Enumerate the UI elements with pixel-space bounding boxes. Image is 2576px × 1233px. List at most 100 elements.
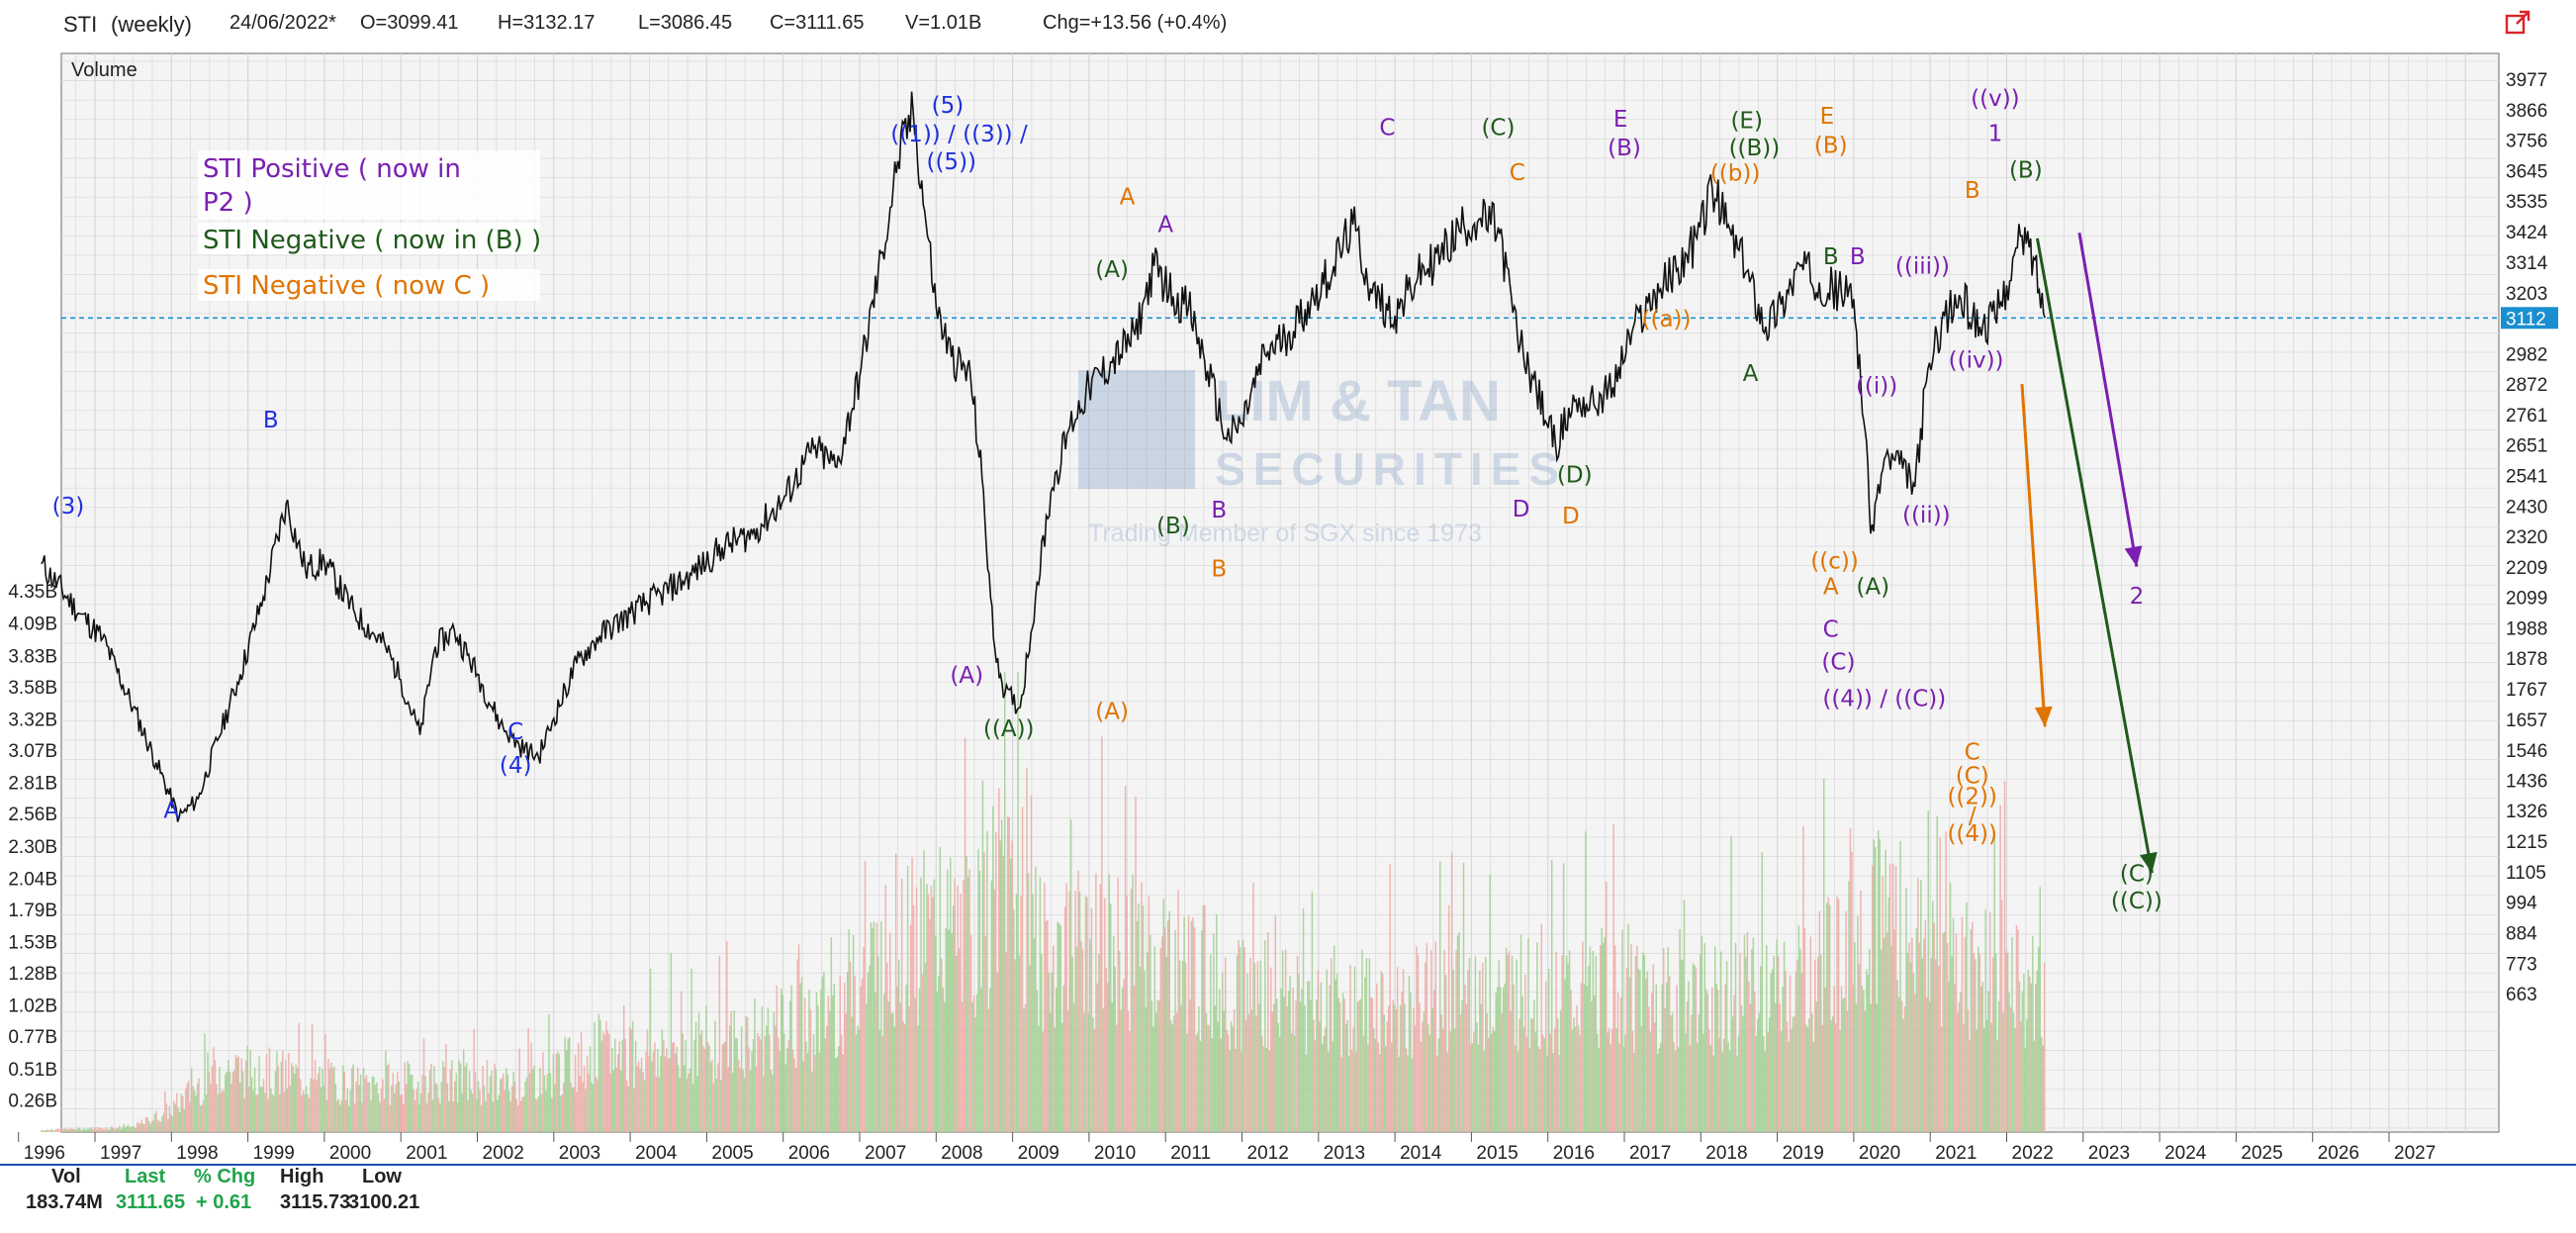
- volume-tick-label: 2.81B: [8, 774, 57, 795]
- volume-bar: [1809, 936, 1812, 1132]
- volume-bar: [1743, 934, 1746, 1132]
- volume-bar: [518, 1048, 520, 1132]
- volume-bar: [1065, 883, 1067, 1132]
- volume-bar: [889, 932, 891, 1132]
- volume-bar: [1661, 985, 1663, 1132]
- time-tick-label: 2002: [483, 1143, 524, 1160]
- volume-bar: [1580, 983, 1583, 1132]
- volume-bar: [1691, 1014, 1693, 1132]
- wave-label: ((iv)): [1949, 348, 2004, 374]
- volume-axis: 4.35B4.09B3.83B3.58B3.32B3.07B2.81B2.56B…: [8, 582, 57, 1111]
- volume-bar: [2042, 1045, 2044, 1132]
- volume-bar: [1800, 972, 1803, 1132]
- volume-bar: [1224, 957, 1227, 1132]
- volume-bar: [1461, 1000, 1463, 1132]
- volume-bar: [1869, 948, 1871, 1132]
- volume-bar: [666, 1048, 668, 1132]
- volume-bar: [840, 1034, 843, 1132]
- volume-bar: [1132, 874, 1134, 1132]
- time-tick-label: 2005: [711, 1143, 753, 1160]
- volume-bar: [1290, 1033, 1293, 1132]
- time-tick-label: 2007: [865, 1143, 906, 1160]
- volume-bar: [433, 1066, 435, 1132]
- volume-bar: [1054, 1027, 1057, 1132]
- volume-bar: [107, 1129, 109, 1132]
- volume-bar: [492, 1101, 495, 1132]
- volume-bar: [1437, 1038, 1440, 1132]
- volume-bar: [349, 1090, 351, 1132]
- volume-bar: [1539, 1049, 1541, 1132]
- volume-bar: [1314, 1039, 1317, 1132]
- volume-bar: [1966, 901, 1968, 1132]
- volume-bar: [539, 1067, 541, 1132]
- volume-bar: [1139, 966, 1142, 1132]
- time-tick-label: 2003: [559, 1143, 600, 1160]
- volume-bar: [849, 961, 852, 1132]
- volume-bar: [1491, 1033, 1493, 1132]
- volume-bar: [955, 955, 958, 1132]
- volume-bar: [594, 1021, 596, 1132]
- price-volume-chart[interactable]: LIM & TAN SECURITIES Trading Member of S…: [0, 0, 2576, 1160]
- volume-bar: [456, 1102, 459, 1132]
- volume-bar: [1148, 896, 1150, 1132]
- volume-bar: [1430, 950, 1432, 1132]
- volume-bar: [1002, 855, 1004, 1132]
- volume-bar: [1328, 1052, 1330, 1132]
- volume-bar: [1731, 1016, 1734, 1132]
- volume-tick-label: 4.09B: [8, 615, 57, 635]
- volume-bar: [757, 1032, 759, 1132]
- price-tick-label: 1546: [2506, 741, 2547, 762]
- volume-bar: [1242, 939, 1244, 1132]
- volume-bar: [1338, 1002, 1341, 1132]
- volume-bar: [793, 1058, 795, 1132]
- volume-tick-label: 3.07B: [8, 741, 57, 762]
- volume-bar: [1081, 948, 1084, 1132]
- volume-bar: [1911, 938, 1913, 1132]
- volume-bar: [244, 1060, 247, 1132]
- volume-bar: [509, 1100, 511, 1132]
- volume-bar: [1221, 972, 1224, 1132]
- volume-bar: [123, 1123, 126, 1132]
- volume-bar: [1936, 815, 1938, 1132]
- volume-bar: [1695, 967, 1698, 1132]
- price-tick-label: 3314: [2506, 253, 2548, 274]
- volume-bar: [521, 1096, 523, 1132]
- volume-bar: [1048, 973, 1051, 1132]
- volume-bar: [334, 1083, 337, 1132]
- volume-bar: [1730, 835, 1732, 1132]
- volume-bar: [339, 1104, 341, 1132]
- volume-bar: [1438, 861, 1441, 1132]
- volume-bar: [1658, 1048, 1660, 1132]
- volume-bar: [1939, 837, 1941, 1132]
- volume-bar: [99, 1127, 102, 1132]
- volume-bar: [489, 1076, 492, 1132]
- volume-bar: [467, 1100, 469, 1132]
- volume-value: V=1.01B: [905, 12, 982, 34]
- volume-bar: [135, 1128, 137, 1132]
- volume-bar: [983, 852, 985, 1132]
- purple-projection-arrow: [2077, 233, 2139, 567]
- volume-bars: [41, 671, 2046, 1132]
- footer-vol-label: Vol: [51, 1166, 81, 1187]
- volume-bar: [1142, 905, 1145, 1132]
- volume-bar: [102, 1128, 105, 1132]
- external-link-icon[interactable]: [2505, 10, 2530, 36]
- volume-bar: [1214, 1005, 1217, 1132]
- volume-bar: [655, 1076, 658, 1132]
- volume-bar: [755, 1066, 758, 1132]
- price-tick-label: 884: [2506, 923, 2537, 944]
- volume-bar: [829, 1010, 831, 1132]
- volume-bar: [640, 1058, 643, 1132]
- volume-bar: [1243, 947, 1245, 1132]
- volume-bar: [696, 1076, 698, 1132]
- volume-bar: [537, 1095, 540, 1132]
- volume-bar: [1232, 1026, 1234, 1132]
- volume-bar: [1570, 990, 1572, 1132]
- volume-tick-label: 1.79B: [8, 901, 57, 921]
- volume-bar: [924, 963, 927, 1132]
- volume-bar: [1996, 1039, 1998, 1132]
- volume-bar: [993, 889, 996, 1132]
- volume-bar: [449, 1069, 452, 1132]
- volume-bar: [249, 1049, 251, 1132]
- volume-bar: [1957, 1012, 1959, 1132]
